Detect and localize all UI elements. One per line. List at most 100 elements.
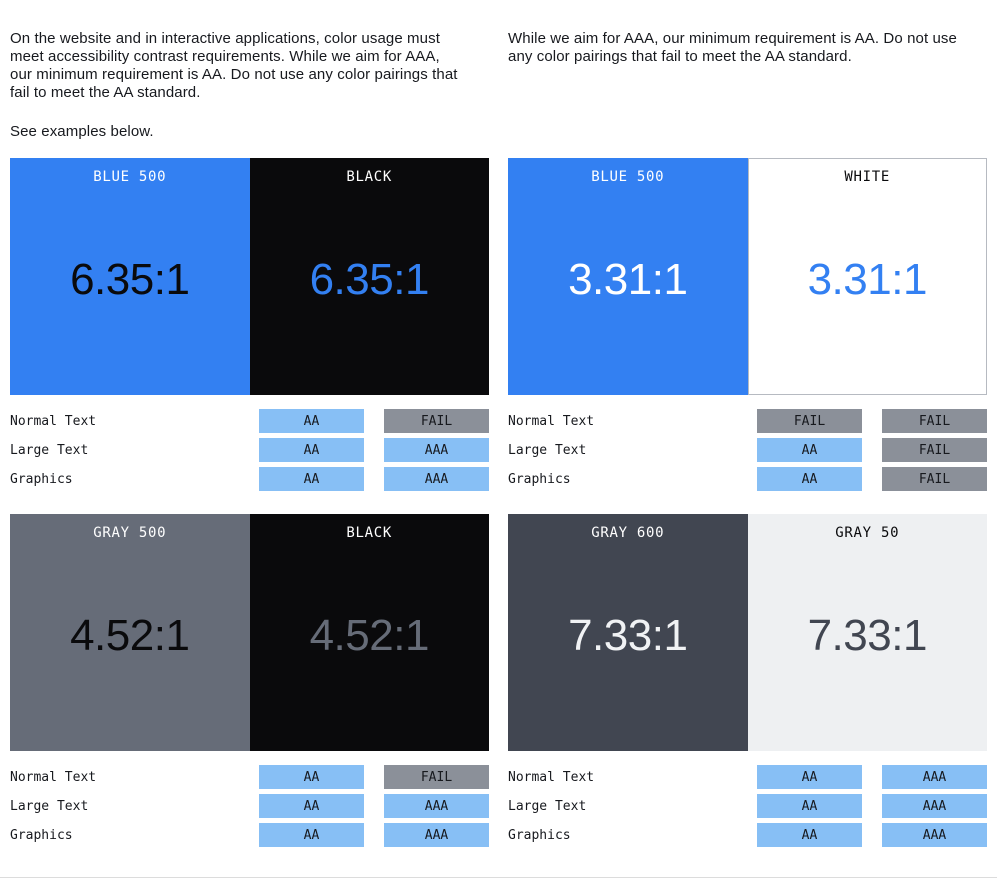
rating-rows: Normal Text AA FAIL Large Text AA AAA Gr…: [10, 765, 489, 847]
intro-left-column: On the website and in interactive applic…: [10, 30, 489, 141]
row-label: Graphics: [508, 471, 571, 487]
rating-row-normal-text: Normal Text AA AAA: [508, 765, 987, 789]
row-label: Large Text: [10, 798, 89, 814]
contrast-ratio-value: 6.35:1: [70, 255, 190, 304]
rating-badge: FAIL: [882, 467, 987, 491]
rating-row-graphics: Graphics AA FAIL: [508, 467, 987, 491]
rating-badge: AAA: [882, 794, 987, 818]
rating-badge: AA: [259, 794, 364, 818]
swatch-color-label: BLUE 500: [591, 169, 665, 185]
rating-row-normal-text: Normal Text AA FAIL: [10, 765, 489, 789]
contrast-card-blue500-white: BLUE 500 3.31:1 WHITE 3.31:1 Normal Text…: [508, 158, 987, 491]
rating-badge: FAIL: [882, 438, 987, 462]
rating-row-large-text: Large Text AA FAIL: [508, 438, 987, 462]
row-label: Graphics: [10, 827, 73, 843]
rating-badge: AAA: [882, 823, 987, 847]
badge-group: AA AAA: [259, 467, 489, 491]
row-label: Large Text: [508, 798, 587, 814]
rating-badge: AA: [259, 409, 364, 433]
rating-badge: AA: [757, 438, 862, 462]
rating-badge: AA: [259, 467, 364, 491]
contrast-ratio-value: 3.31:1: [568, 255, 688, 304]
intro-paragraph-right: While we aim for AAA, our minimum requir…: [508, 30, 957, 65]
swatch-color-label: BLACK: [346, 169, 393, 185]
row-label: Normal Text: [508, 769, 595, 785]
contrast-cards-row-1: BLUE 500 6.35:1 BLACK 6.35:1 Normal Text…: [10, 158, 987, 491]
rating-rows: Normal Text AA AAA Large Text AA AAA Gra…: [508, 765, 987, 847]
rating-row-large-text: Large Text AA AAA: [508, 794, 987, 818]
bottom-divider: [0, 877, 997, 878]
intro-right-column: While we aim for AAA, our minimum requir…: [508, 30, 987, 141]
contrast-ratio-value: 3.31:1: [807, 255, 928, 304]
badge-group: AA FAIL: [259, 409, 489, 433]
intro-paragraph-left: On the website and in interactive applic…: [10, 30, 458, 101]
contrast-cards-row-2: GRAY 500 4.52:1 BLACK 4.52:1 Normal Text…: [10, 514, 987, 847]
badge-group: AA AAA: [259, 438, 489, 462]
see-examples-text: See examples below.: [10, 123, 154, 140]
row-label: Graphics: [10, 471, 73, 487]
rating-badge: AAA: [384, 823, 489, 847]
rating-badge: FAIL: [882, 409, 987, 433]
contrast-card-gray500-black: GRAY 500 4.52:1 BLACK 4.52:1 Normal Text…: [10, 514, 489, 847]
rating-row-graphics: Graphics AA AAA: [10, 467, 489, 491]
rating-badge: AA: [757, 765, 862, 789]
rating-badge: AA: [259, 438, 364, 462]
rating-badge: FAIL: [384, 765, 489, 789]
rating-badge: AA: [757, 467, 862, 491]
rating-badge: AAA: [384, 794, 489, 818]
badge-group: AA FAIL: [757, 467, 987, 491]
intro-section: On the website and in interactive applic…: [10, 30, 987, 141]
rating-badge: AA: [757, 823, 862, 847]
row-label: Normal Text: [508, 413, 595, 429]
rating-badge: AAA: [882, 765, 987, 789]
swatch-right-half: GRAY 50 7.33:1: [747, 514, 987, 751]
color-pair-swatch: BLUE 500 6.35:1 BLACK 6.35:1: [10, 158, 489, 395]
color-pair-swatch: BLUE 500 3.31:1 WHITE 3.31:1: [508, 158, 987, 395]
badge-group: AA AAA: [757, 794, 987, 818]
row-label: Normal Text: [10, 769, 97, 785]
rating-row-graphics: Graphics AA AAA: [508, 823, 987, 847]
row-label: Large Text: [508, 442, 587, 458]
swatch-left-half: GRAY 500 4.52:1: [10, 514, 250, 751]
row-label: Large Text: [10, 442, 89, 458]
rating-row-normal-text: Normal Text AA FAIL: [10, 409, 489, 433]
contrast-ratio-value: 7.33:1: [568, 611, 688, 660]
contrast-ratio-value: 7.33:1: [807, 611, 928, 660]
row-label: Graphics: [508, 827, 571, 843]
swatch-right-half: WHITE 3.31:1: [747, 158, 987, 395]
row-label: Normal Text: [10, 413, 97, 429]
rating-badge: AAA: [384, 438, 489, 462]
rating-badge: AAA: [384, 467, 489, 491]
rating-badge: FAIL: [757, 409, 862, 433]
badge-group: AA AAA: [757, 765, 987, 789]
badge-group: AA AAA: [259, 794, 489, 818]
color-pair-swatch: GRAY 600 7.33:1 GRAY 50 7.33:1: [508, 514, 987, 751]
badge-group: AA FAIL: [259, 765, 489, 789]
rating-row-normal-text: Normal Text FAIL FAIL: [508, 409, 987, 433]
badge-group: AA AAA: [259, 823, 489, 847]
contrast-ratio-value: 4.52:1: [309, 611, 430, 660]
rating-row-graphics: Graphics AA AAA: [10, 823, 489, 847]
swatch-color-label: GRAY 50: [835, 525, 900, 541]
badge-group: AA FAIL: [757, 438, 987, 462]
rating-row-large-text: Large Text AA AAA: [10, 794, 489, 818]
rating-row-large-text: Large Text AA AAA: [10, 438, 489, 462]
swatch-left-half: BLUE 500 6.35:1: [10, 158, 250, 395]
rating-rows: Normal Text AA FAIL Large Text AA AAA Gr…: [10, 409, 489, 491]
rating-badge: FAIL: [384, 409, 489, 433]
swatch-left-half: BLUE 500 3.31:1: [508, 158, 748, 395]
contrast-ratio-value: 6.35:1: [309, 255, 430, 304]
swatch-color-label: WHITE: [844, 169, 891, 185]
swatch-color-label: GRAY 600: [591, 525, 665, 541]
rating-badge: AA: [259, 823, 364, 847]
swatch-left-half: GRAY 600 7.33:1: [508, 514, 748, 751]
swatch-right-half: BLACK 6.35:1: [249, 158, 489, 395]
swatch-color-label: GRAY 500: [93, 525, 167, 541]
swatch-color-label: BLACK: [346, 525, 393, 541]
badge-group: FAIL FAIL: [757, 409, 987, 433]
swatch-color-label: BLUE 500: [93, 169, 167, 185]
contrast-card-blue500-black: BLUE 500 6.35:1 BLACK 6.35:1 Normal Text…: [10, 158, 489, 491]
rating-rows: Normal Text FAIL FAIL Large Text AA FAIL…: [508, 409, 987, 491]
contrast-ratio-value: 4.52:1: [70, 611, 190, 660]
rating-badge: AA: [757, 794, 862, 818]
